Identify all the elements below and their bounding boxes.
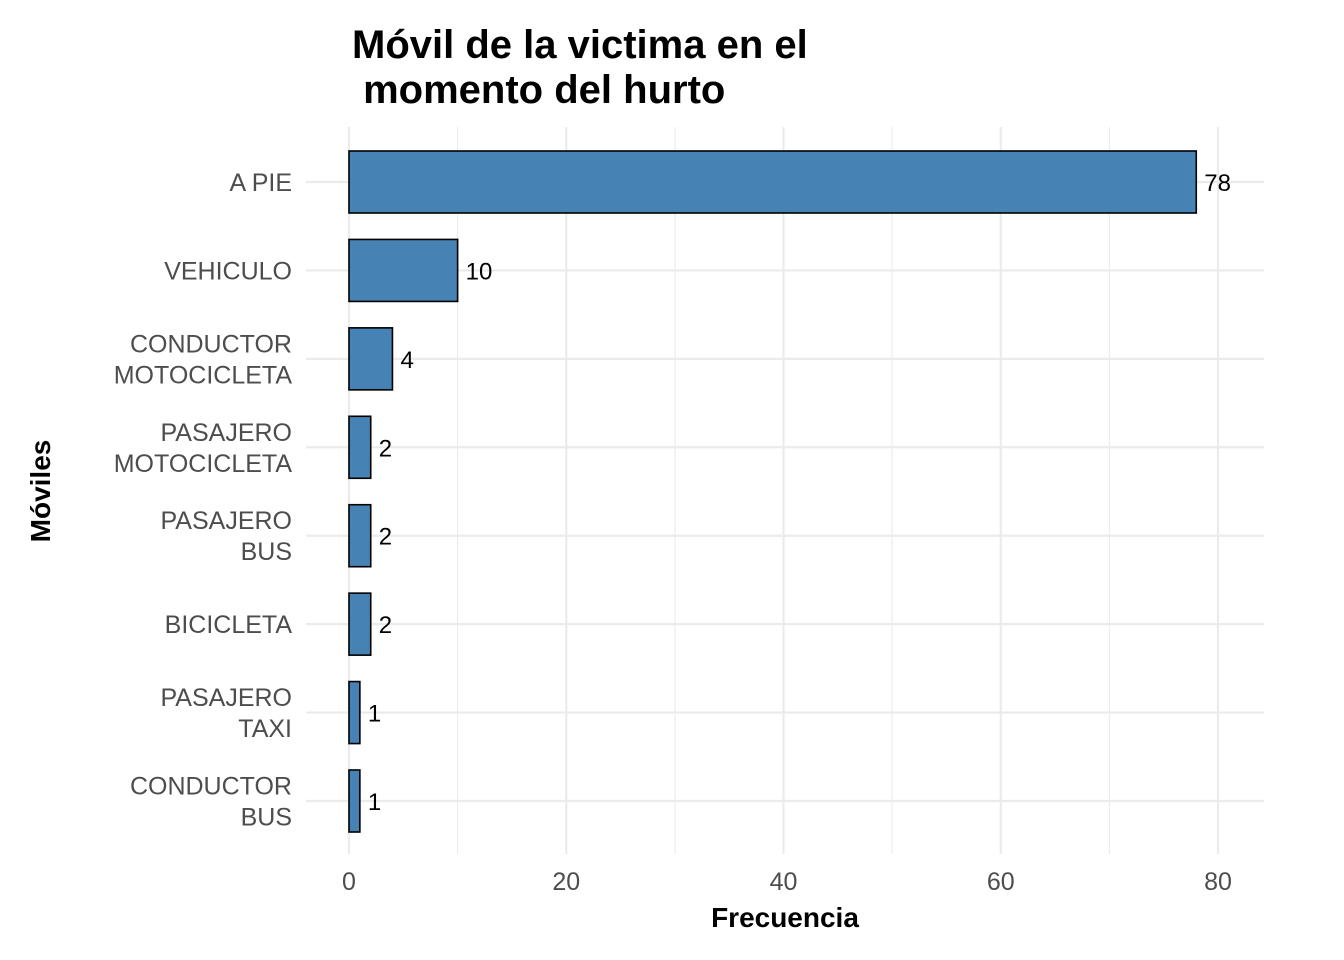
bar xyxy=(348,503,372,568)
bar xyxy=(348,680,361,745)
bar xyxy=(348,238,459,303)
chart-title-line-2: momento del hurto xyxy=(352,68,726,112)
bar xyxy=(348,150,1198,214)
y-axis-title: Móviles xyxy=(25,440,56,543)
category-tick-label: TAXI xyxy=(238,715,292,743)
category-tick-label: PASAJERO xyxy=(160,419,292,447)
category-tick-label: BUS xyxy=(241,804,292,832)
x-tick-label: 40 xyxy=(770,868,798,896)
bar-value-label: 1 xyxy=(368,701,381,728)
category-tick-label: BICICLETA xyxy=(165,611,293,639)
bar-value-label: 2 xyxy=(379,435,392,462)
bar-value-label: 2 xyxy=(379,612,392,639)
bar xyxy=(348,327,394,391)
bar-value-label: 10 xyxy=(466,258,493,285)
category-tick-label: BUS xyxy=(241,538,292,566)
bar-value-label: 2 xyxy=(379,524,392,551)
category-tick-label: VEHICULO xyxy=(164,257,292,285)
bar xyxy=(348,592,372,656)
x-axis-title: Frecuencia xyxy=(711,902,859,933)
chart-title-line-1: Móvil de la victima en el xyxy=(352,23,808,67)
category-tick-label: CONDUCTOR xyxy=(130,330,292,358)
x-tick-label: 60 xyxy=(987,868,1015,896)
category-tick-label: A PIE xyxy=(229,169,292,197)
bar xyxy=(348,769,361,833)
bar-value-label: 4 xyxy=(400,347,413,374)
x-tick-label: 20 xyxy=(552,868,580,896)
x-tick-label: 0 xyxy=(342,868,356,896)
category-tick-label: CONDUCTOR xyxy=(130,773,292,801)
bar xyxy=(348,415,372,480)
bar-value-label: 1 xyxy=(368,789,381,816)
category-tick-label: MOTOCICLETA xyxy=(114,361,293,389)
category-tick-label: PASAJERO xyxy=(160,684,292,712)
bar-value-label: 78 xyxy=(1204,170,1231,197)
category-tick-label: MOTOCICLETA xyxy=(114,450,293,478)
x-tick-label: 80 xyxy=(1204,868,1232,896)
category-tick-label: PASAJERO xyxy=(160,507,292,535)
